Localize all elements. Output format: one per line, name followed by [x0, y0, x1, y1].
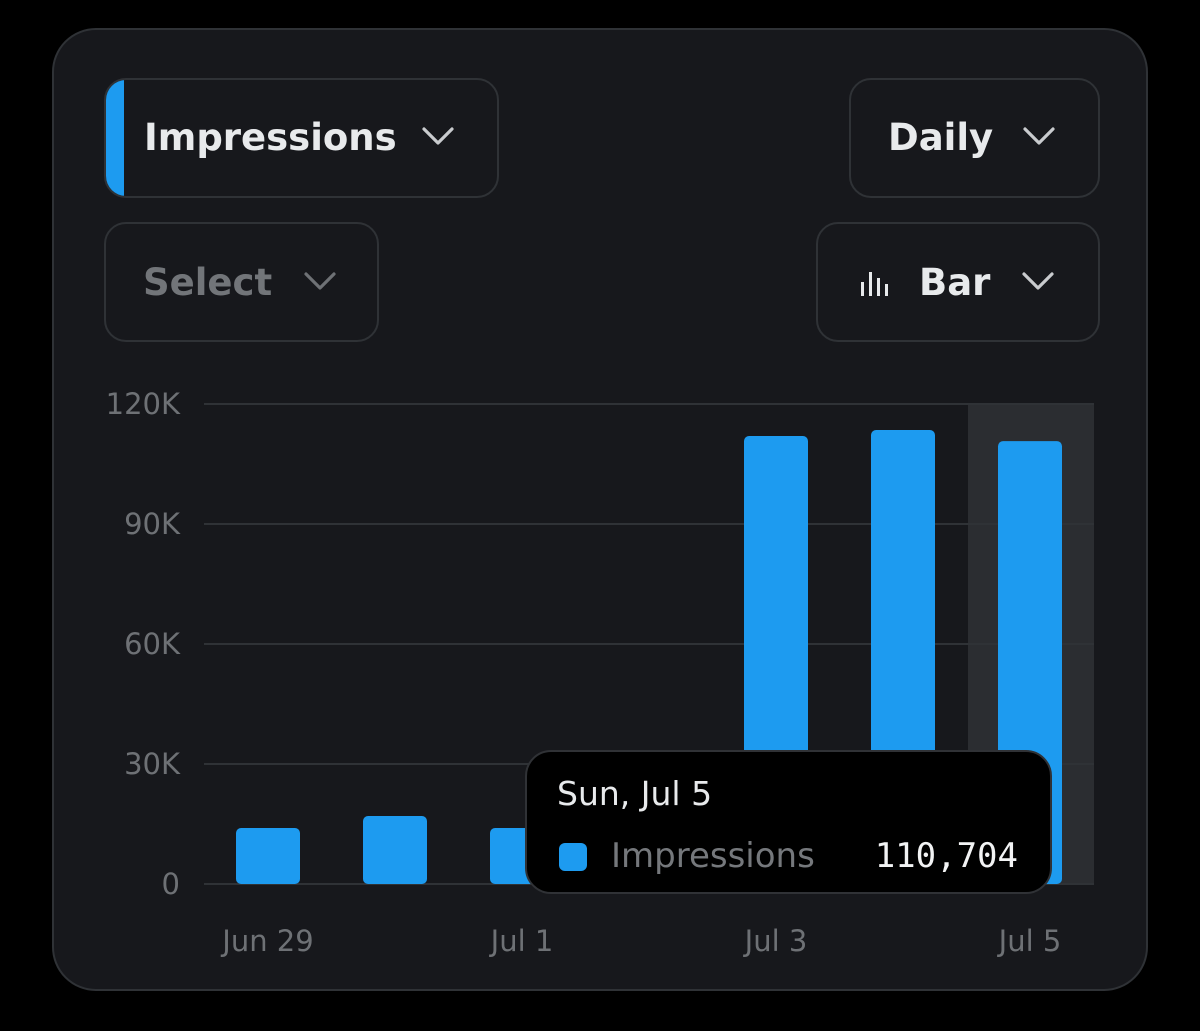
y-tick-label: 60K — [124, 627, 181, 661]
period-dropdown-label: Daily — [888, 116, 994, 159]
y-tick-label: 120K — [106, 387, 181, 421]
bar-jun-30[interactable] — [363, 816, 427, 884]
metric-color-indicator — [106, 80, 124, 196]
impressions-chart-card: Impressions Daily Select Bar 0 30K 60K 90K 1… — [52, 28, 1148, 991]
chevron-down-icon — [422, 127, 454, 145]
tooltip-series-name: Impressions — [611, 836, 815, 876]
tooltip-date: Sun, Jul 5 — [557, 774, 713, 813]
bar-jun-29[interactable] — [236, 828, 300, 884]
metric-dropdown-label: Impressions — [144, 116, 397, 159]
x-tick-label: Jul 1 — [489, 924, 554, 958]
chart-type-dropdown[interactable]: Bar — [816, 222, 1100, 342]
impressions-bar-chart: 0 30K 60K 90K 120K Jun 29 Jul 1 Jul 3 Jul 5 — [106, 387, 1094, 958]
x-tick-label: Jul 3 — [743, 924, 808, 958]
period-dropdown[interactable]: Daily — [849, 78, 1100, 198]
tooltip-value: 110,704 — [874, 836, 1018, 876]
tooltip-series-swatch — [559, 843, 587, 871]
metric-dropdown[interactable]: Impressions — [104, 78, 499, 198]
bar-chart-icon — [861, 272, 888, 296]
chevron-down-icon — [1022, 272, 1054, 290]
x-tick-label: Jul 5 — [997, 924, 1062, 958]
chart-type-dropdown-label: Bar — [919, 261, 991, 304]
y-tick-label: 30K — [124, 747, 181, 781]
compare-metric-dropdown[interactable]: Select — [104, 222, 379, 342]
chevron-down-icon — [304, 272, 336, 290]
y-tick-label: 0 — [162, 867, 180, 901]
chevron-down-icon — [1023, 127, 1055, 145]
compare-dropdown-placeholder: Select — [143, 261, 273, 304]
y-tick-label: 90K — [124, 507, 181, 541]
x-tick-label: Jun 29 — [220, 924, 313, 958]
chart-tooltip: Sun, Jul 5 Impressions 110,704 — [525, 750, 1052, 894]
